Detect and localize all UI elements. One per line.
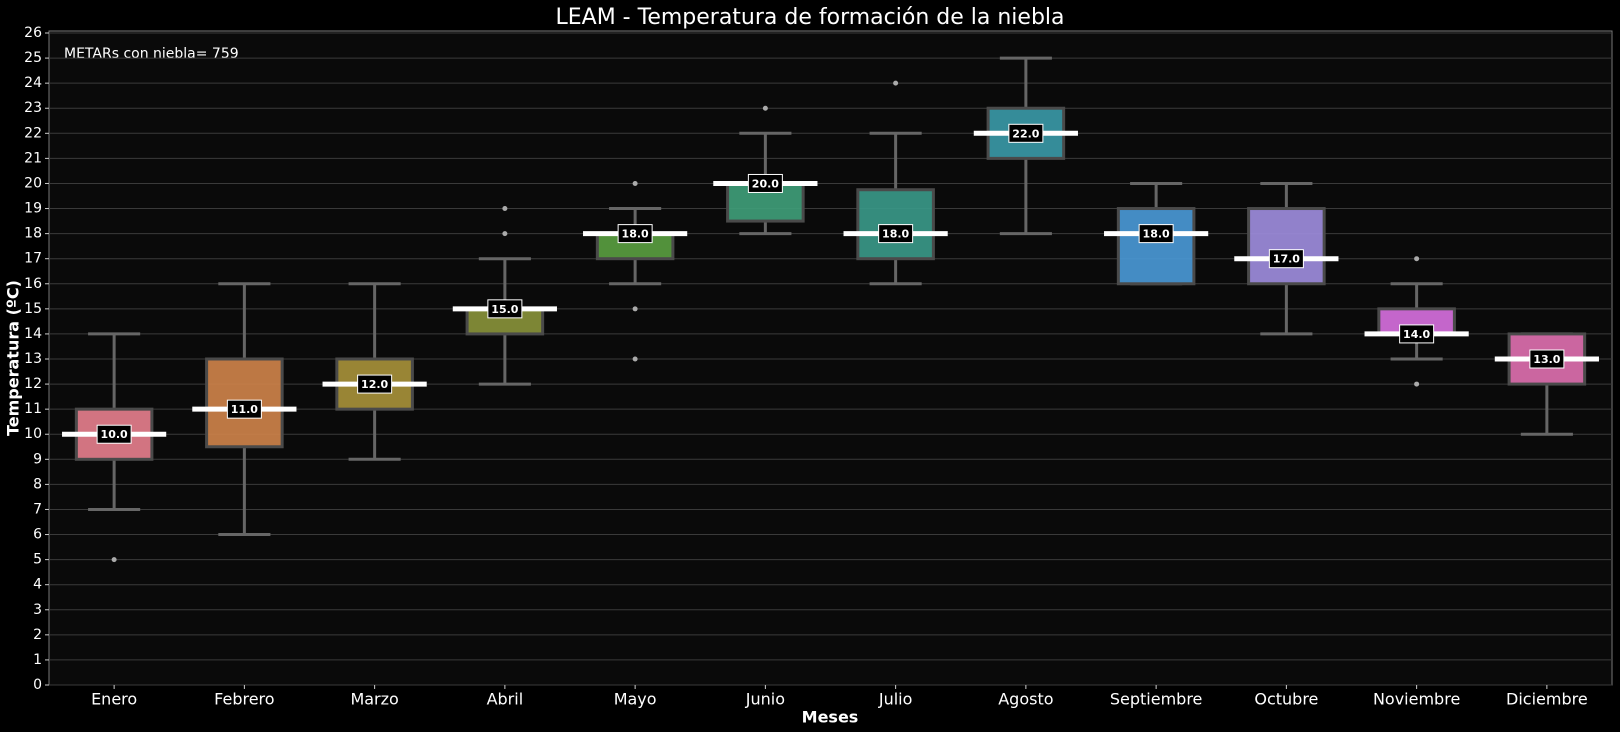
median-label-box <box>747 173 783 193</box>
y-tick-label: 25 <box>24 50 42 66</box>
x-tick-label: Abril <box>487 690 524 709</box>
plot-area <box>48 30 1613 686</box>
x-tick-label: Marzo <box>350 690 398 709</box>
x-tick-label: Enero <box>91 690 137 709</box>
x-tick-label: Noviembre <box>1373 690 1460 709</box>
x-tick-label: Diciembre <box>1506 690 1588 709</box>
y-tick-label: 1 <box>33 652 42 668</box>
x-tick-label: Febrero <box>214 690 274 709</box>
median-label: 18.0 <box>882 228 909 241</box>
y-tick-label: 9 <box>33 451 42 467</box>
y-tick-label: 26 <box>24 25 42 41</box>
median-label: 14.0 <box>1403 328 1430 341</box>
y-tick-label: 11 <box>24 401 42 417</box>
y-tick-label: 19 <box>24 201 42 217</box>
box <box>1247 207 1326 286</box>
annotation: METARs con niebla= 759 <box>64 46 239 62</box>
outlier <box>632 180 638 186</box>
median-label: 17.0 <box>1273 253 1300 266</box>
median-label-box <box>226 399 262 419</box>
outlier <box>893 80 899 86</box>
y-tick-label: 23 <box>24 100 42 116</box>
median-label: 10.0 <box>101 428 128 441</box>
outlier <box>1414 381 1420 387</box>
y-tick-label: 5 <box>33 552 42 568</box>
outlier <box>762 105 768 111</box>
median-label: 22.0 <box>1012 127 1039 140</box>
x-tick-label: Octubre <box>1254 690 1318 709</box>
box <box>1116 207 1196 286</box>
x-axis-label: Meses <box>802 708 859 727</box>
outlier <box>632 306 638 312</box>
y-tick-label: 7 <box>33 501 42 517</box>
y-tick-label: 15 <box>24 301 42 317</box>
median-label: 18.0 <box>1143 228 1170 241</box>
y-tick-label: 18 <box>24 226 42 242</box>
median-label-box <box>357 374 393 394</box>
median-label: 11.0 <box>231 403 258 416</box>
y-tick-label: 13 <box>24 351 42 367</box>
y-tick-label: 14 <box>24 326 42 342</box>
median-label: 20.0 <box>752 177 779 190</box>
median-label-box <box>487 299 523 319</box>
y-tick-label: 6 <box>33 527 42 543</box>
y-tick-label: 3 <box>33 602 42 618</box>
median-label-box <box>1268 249 1304 269</box>
y-tick-label: 22 <box>24 125 42 141</box>
x-tick-label: Julio <box>878 690 913 709</box>
median-label-box <box>1399 324 1435 344</box>
y-tick-label: 4 <box>33 577 42 593</box>
x-tick-label: Mayo <box>614 690 657 709</box>
median-label: 12.0 <box>361 378 388 391</box>
y-tick-label: 24 <box>24 75 42 91</box>
median-label-box <box>617 224 653 244</box>
median-label: 13.0 <box>1533 353 1560 366</box>
median-label-box <box>1008 123 1044 143</box>
y-tick-label: 0 <box>33 677 42 693</box>
chart-title: LEAM - Temperatura de formación de la ni… <box>556 5 1065 30</box>
median-label-box <box>1529 349 1565 369</box>
y-tick-label: 16 <box>24 276 42 292</box>
median-label: 15.0 <box>491 303 518 316</box>
median-label-box <box>1138 224 1174 244</box>
outlier <box>632 356 638 362</box>
y-tick-label: 8 <box>33 476 42 492</box>
x-tick-label: Junio <box>745 690 785 709</box>
median-label-box <box>878 224 914 244</box>
outlier <box>1414 256 1420 262</box>
y-tick-label: 10 <box>24 426 42 442</box>
x-tick-label: Septiembre <box>1110 690 1203 709</box>
y-tick-label: 12 <box>24 376 42 392</box>
y-axis-label: Temperatura (ºC) <box>4 280 23 436</box>
median-label: 18.0 <box>622 228 649 241</box>
outlier <box>502 231 508 237</box>
y-tick-label: 21 <box>24 150 42 166</box>
y-tick-label: 2 <box>33 627 42 643</box>
y-tick-label: 17 <box>24 251 42 267</box>
x-tick-label: Agosto <box>998 690 1053 709</box>
outlier <box>502 206 508 212</box>
outlier <box>111 557 117 563</box>
median-label-box <box>96 424 132 444</box>
y-tick-label: 20 <box>24 175 42 191</box>
